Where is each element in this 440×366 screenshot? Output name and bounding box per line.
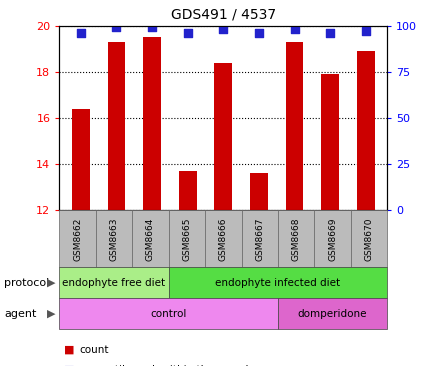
Text: GSM8665: GSM8665 xyxy=(182,217,191,261)
Point xyxy=(184,30,191,36)
Text: GSM8664: GSM8664 xyxy=(146,217,155,261)
Text: GSM8666: GSM8666 xyxy=(219,217,228,261)
Text: endophyte free diet: endophyte free diet xyxy=(62,278,165,288)
Text: GSM8669: GSM8669 xyxy=(328,217,337,261)
Text: percentile rank within the sample: percentile rank within the sample xyxy=(79,365,255,366)
Text: ■: ■ xyxy=(64,365,74,366)
Text: GSM8670: GSM8670 xyxy=(364,217,374,261)
Bar xyxy=(321,74,339,210)
Point xyxy=(255,30,262,36)
Bar xyxy=(107,42,125,210)
Bar xyxy=(143,37,161,210)
Bar xyxy=(357,51,375,210)
Text: control: control xyxy=(150,309,187,319)
Bar xyxy=(250,173,268,210)
Point xyxy=(113,25,120,30)
Text: agent: agent xyxy=(4,309,37,319)
Text: ▶: ▶ xyxy=(47,278,55,288)
Text: GSM8667: GSM8667 xyxy=(255,217,264,261)
Text: GSM8663: GSM8663 xyxy=(110,217,118,261)
Text: GSM8662: GSM8662 xyxy=(73,217,82,261)
Point xyxy=(362,28,369,34)
Text: count: count xyxy=(79,344,109,355)
Text: ■: ■ xyxy=(64,344,74,355)
Title: GDS491 / 4537: GDS491 / 4537 xyxy=(171,8,276,22)
Text: domperidone: domperidone xyxy=(298,309,367,319)
Point xyxy=(291,26,298,32)
Point xyxy=(77,30,84,36)
Point xyxy=(220,26,227,32)
Text: protocol: protocol xyxy=(4,278,50,288)
Text: endophyte infected diet: endophyte infected diet xyxy=(215,278,341,288)
Text: ▶: ▶ xyxy=(47,309,55,319)
Bar xyxy=(214,63,232,210)
Point xyxy=(326,30,334,36)
Text: GSM8668: GSM8668 xyxy=(292,217,301,261)
Bar xyxy=(286,42,304,210)
Point xyxy=(149,25,156,30)
Bar xyxy=(72,109,90,210)
Bar xyxy=(179,171,197,210)
